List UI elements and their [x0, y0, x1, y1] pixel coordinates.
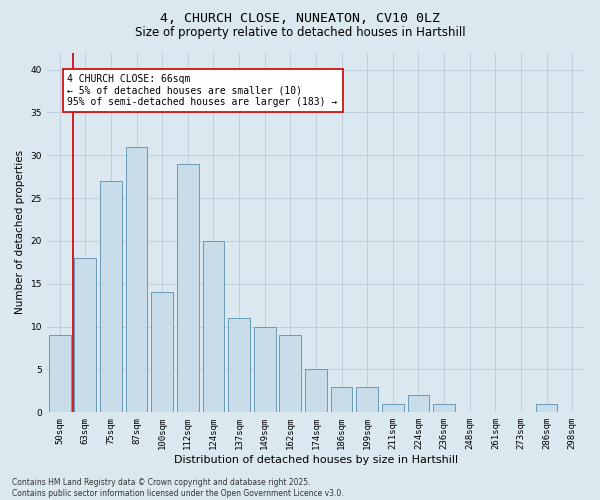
Bar — [49, 335, 71, 412]
Bar — [407, 395, 430, 412]
X-axis label: Distribution of detached houses by size in Hartshill: Distribution of detached houses by size … — [174, 455, 458, 465]
Text: 4, CHURCH CLOSE, NUNEATON, CV10 0LZ: 4, CHURCH CLOSE, NUNEATON, CV10 0LZ — [160, 12, 440, 26]
Bar — [536, 404, 557, 412]
Y-axis label: Number of detached properties: Number of detached properties — [15, 150, 25, 314]
Bar — [177, 164, 199, 412]
Bar — [126, 146, 148, 412]
Bar — [100, 181, 122, 412]
Bar — [280, 335, 301, 412]
Bar — [254, 326, 275, 412]
Bar — [331, 386, 352, 412]
Bar — [228, 318, 250, 412]
Bar — [433, 404, 455, 412]
Text: 4 CHURCH CLOSE: 66sqm
← 5% of detached houses are smaller (10)
95% of semi-detac: 4 CHURCH CLOSE: 66sqm ← 5% of detached h… — [67, 74, 338, 107]
Bar — [356, 386, 378, 412]
Bar — [305, 370, 327, 412]
Text: Contains HM Land Registry data © Crown copyright and database right 2025.
Contai: Contains HM Land Registry data © Crown c… — [12, 478, 344, 498]
Bar — [203, 241, 224, 412]
Text: Size of property relative to detached houses in Hartshill: Size of property relative to detached ho… — [134, 26, 466, 39]
Bar — [151, 292, 173, 412]
Bar — [74, 258, 96, 412]
Bar — [382, 404, 404, 412]
